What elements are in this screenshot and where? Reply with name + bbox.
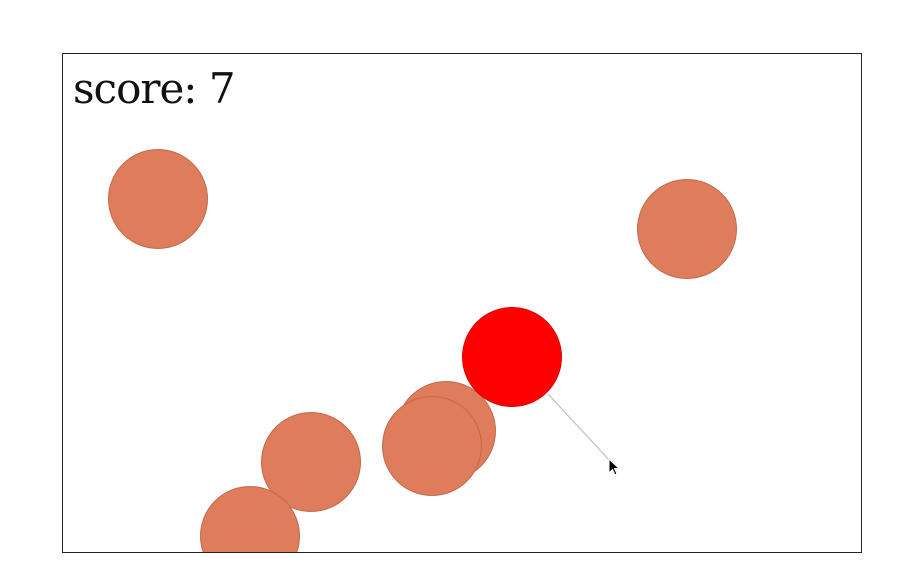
game-canvas[interactable]: score: 7: [62, 53, 862, 553]
enemy-ball: [108, 149, 208, 249]
enemy-ball: [382, 396, 482, 496]
score-label: score:: [73, 64, 197, 113]
score-value: 7: [208, 64, 236, 113]
enemy-ball: [637, 179, 737, 279]
player-ball[interactable]: [462, 307, 562, 407]
mouse-cursor-icon: [608, 458, 621, 476]
score-display: score: 7: [73, 64, 236, 113]
